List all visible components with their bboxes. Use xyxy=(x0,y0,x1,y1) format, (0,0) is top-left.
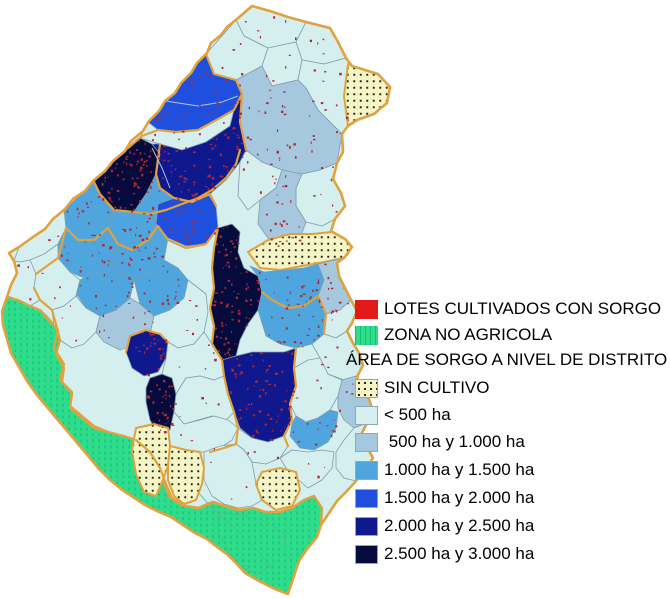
department-border xyxy=(204,52,248,152)
district-sin-cultivo xyxy=(167,445,205,505)
district-shape xyxy=(51,295,101,349)
green-district-line xyxy=(217,511,287,575)
department-border xyxy=(90,148,242,216)
department-border xyxy=(124,328,170,354)
department-border xyxy=(134,438,316,514)
department-border xyxy=(282,346,298,448)
department-border xyxy=(260,290,328,336)
sorghum-lots-speckles xyxy=(17,16,365,500)
district-sin-cultivo xyxy=(255,467,301,511)
department-border xyxy=(34,226,68,276)
province-outline xyxy=(0,4,392,596)
district-sin-cultivo xyxy=(131,423,171,497)
department-border xyxy=(154,142,218,208)
department-border xyxy=(208,226,240,454)
department-border xyxy=(42,314,110,434)
green-district-line xyxy=(195,489,275,573)
map-layers xyxy=(2,6,390,594)
department-border xyxy=(64,224,220,252)
district-faint-line xyxy=(151,147,171,189)
